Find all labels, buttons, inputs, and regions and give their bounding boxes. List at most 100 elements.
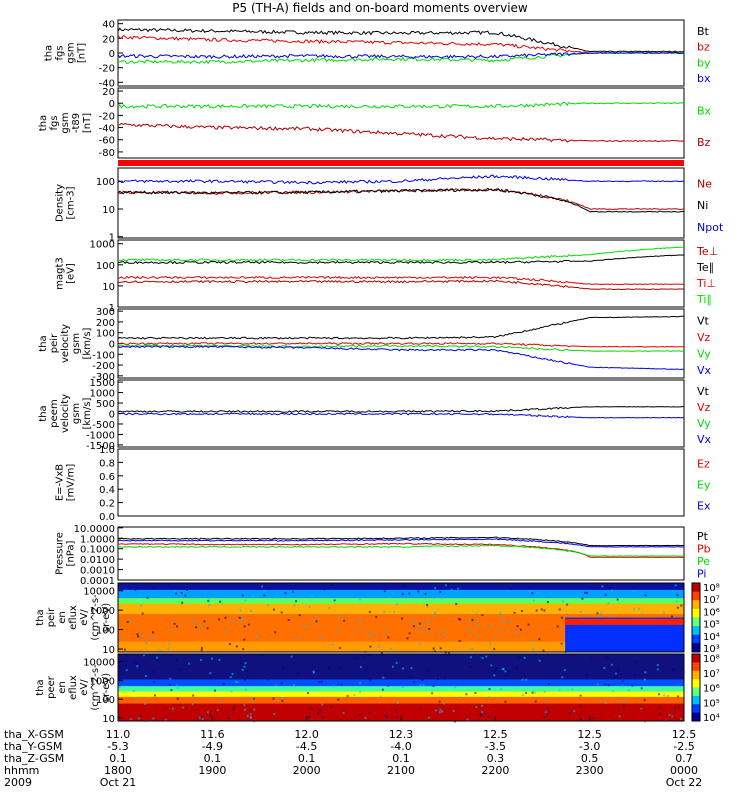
spectrogram-pixel (656, 664, 659, 667)
y-axis-label: E=-VxB (55, 464, 66, 501)
x-column-value: 0000 (670, 764, 698, 777)
spectrogram-pixel (566, 603, 569, 606)
spectrogram-band (118, 598, 684, 605)
spectrogram-pixel (439, 708, 442, 711)
spectrogram-pixel (314, 617, 317, 620)
spectrogram-pixel (184, 594, 187, 597)
spectrogram-line (565, 618, 684, 625)
spectrogram-pixel (612, 690, 615, 693)
y-tick-label: 100 (96, 329, 115, 340)
spectrogram-pixel (385, 629, 388, 632)
spectrogram-pixel (568, 712, 571, 715)
legend-label: Vz (697, 401, 711, 414)
x-column-value: 0.3 (487, 752, 505, 765)
spectrogram-pixel (308, 716, 311, 719)
spectrogram-pixel (308, 605, 311, 608)
spectrogram-pixel (201, 717, 204, 720)
y-axis-label: peir (49, 333, 60, 353)
colorbar-segment (692, 695, 700, 705)
spectrogram-pixel (410, 667, 413, 670)
spectrogram-pixel (311, 594, 314, 597)
spectrogram-pixel (386, 716, 389, 719)
spectrogram-pixel (216, 709, 219, 712)
spectrogram-pixel (433, 650, 436, 653)
spectrogram-pixel (434, 611, 437, 614)
colorbar-segment (692, 643, 700, 653)
x-column-value: 11.0 (106, 728, 131, 741)
y-tick-label: 300 (96, 307, 115, 318)
spectrogram-pixel (241, 619, 244, 622)
spectrogram-pixel (579, 705, 582, 708)
series-line-bx (117, 51, 685, 60)
spectrogram-pixel (618, 700, 621, 703)
spectrogram-pixel (137, 717, 140, 720)
spectrogram-pixel (153, 694, 156, 697)
x-column-value: 11.6 (200, 728, 225, 741)
spectrogram-pixel (339, 666, 342, 669)
y-tick-label: 1.0 (99, 445, 115, 456)
colorbar-label: 10⁴ (703, 713, 720, 724)
spectrogram-pixel (531, 648, 534, 651)
spectrogram-pixel (360, 666, 363, 669)
spectrogram-pixel (382, 676, 385, 679)
spectrogram-pixel (401, 686, 404, 689)
spectrogram-pixel (118, 715, 121, 718)
spectrogram-band (118, 654, 684, 680)
spectrogram-pixel (394, 709, 397, 712)
legend-label: Pt (697, 530, 709, 543)
y-tick-label: -200 (92, 361, 115, 372)
colorbar-segment (692, 591, 700, 601)
spectrogram-pixel (533, 691, 536, 694)
spectrogram-pixel (387, 684, 390, 687)
legend-label: Vz (697, 331, 711, 344)
spectrogram-pixel (353, 694, 356, 697)
spectrogram-pixel (644, 671, 647, 674)
y-tick-label: 10000 (83, 587, 115, 598)
spectrogram-pixel (521, 693, 524, 696)
y-tick-label: 100 (96, 177, 115, 188)
spectrogram-pixel (139, 635, 142, 638)
spectrogram-pixel (241, 594, 244, 597)
spectrogram-pixel (453, 720, 456, 723)
colorbar-segment (692, 634, 700, 644)
x-column-value: 12.3 (389, 728, 414, 741)
spectrogram-pixel (384, 714, 387, 717)
spectrogram-pixel (426, 603, 429, 606)
spectrogram-pixel (176, 687, 179, 690)
spectrogram-pixel (527, 623, 530, 626)
spectrogram-pixel (379, 695, 382, 698)
y-axis-label: -t89 (71, 113, 82, 133)
spectrogram-pixel (359, 598, 362, 601)
spectrogram-pixel (428, 716, 431, 719)
panel-frame (117, 582, 685, 653)
spectrogram-pixel (439, 591, 442, 594)
colorbar-segment (692, 670, 700, 680)
spectrogram-band (118, 603, 684, 615)
colorbar-frame (691, 653, 701, 722)
spectrogram-pixel (353, 583, 356, 586)
spectrogram-pixel (435, 709, 438, 712)
spectrogram-pixel (231, 708, 234, 711)
colorbar-label: 10⁷ (703, 669, 720, 680)
legend-label: Ez (697, 458, 710, 471)
spectrogram-pixel (231, 672, 234, 675)
y-tick-label: 0.0100 (80, 555, 115, 566)
spectrogram-pixel (412, 625, 415, 628)
spectrogram-pixel (328, 666, 331, 669)
spectrogram-pixel (505, 674, 508, 677)
spectrogram-pixel (346, 695, 349, 698)
spectrogram-pixel (601, 585, 604, 588)
spectrogram-pixel (455, 603, 458, 606)
spectrogram-pixel (546, 713, 549, 716)
spectrogram-pixel (493, 674, 496, 677)
y-tick-label: -60 (99, 136, 115, 147)
spectrogram-pixel (519, 628, 522, 631)
spectrogram-pixel (560, 616, 563, 619)
spectrogram-pixel (579, 694, 582, 697)
y-axis-label: [nT] (82, 113, 93, 133)
spectrogram-pixel (211, 657, 214, 660)
y-axis-label: tha (35, 679, 46, 695)
series-line-Pi (117, 538, 685, 548)
colorbar-segment (692, 600, 700, 610)
